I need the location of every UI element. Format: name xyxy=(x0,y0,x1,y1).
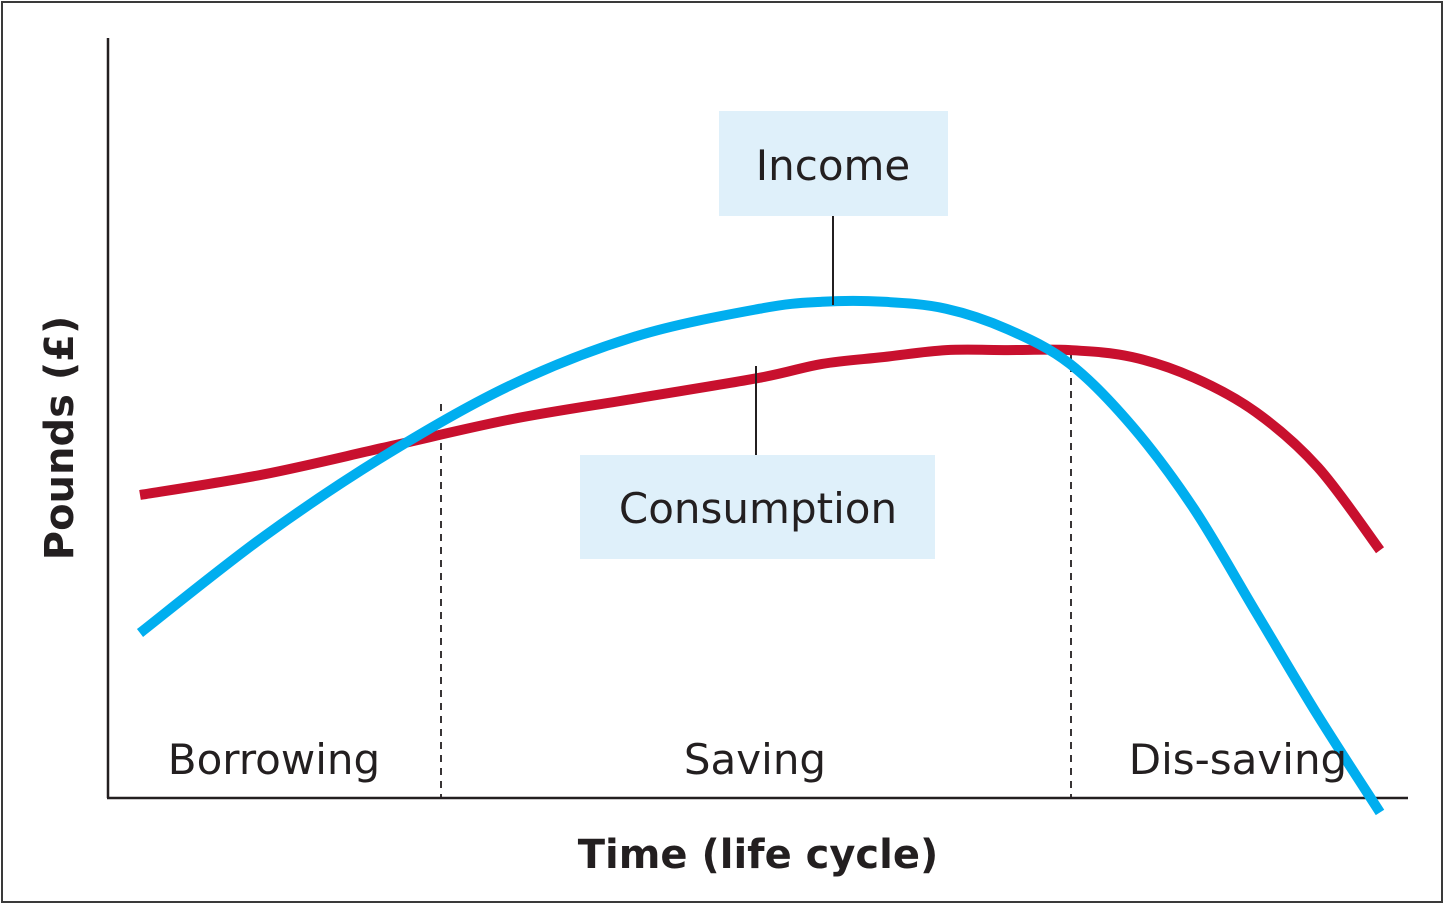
y-axis-title: Pounds (£) xyxy=(37,316,83,561)
income-series-line xyxy=(136,295,1385,816)
region-label-saving: Saving xyxy=(684,735,826,784)
consumption-callout-box xyxy=(580,455,935,559)
region-label-dissaving: Dis-saving xyxy=(1129,735,1347,784)
consumption-callout-label: Consumption xyxy=(619,484,897,533)
region-label-borrowing: Borrowing xyxy=(168,735,380,784)
income-callout-label: Income xyxy=(756,141,911,190)
income-callout-box xyxy=(719,111,948,216)
x-axis-title: Time (life cycle) xyxy=(578,832,939,878)
